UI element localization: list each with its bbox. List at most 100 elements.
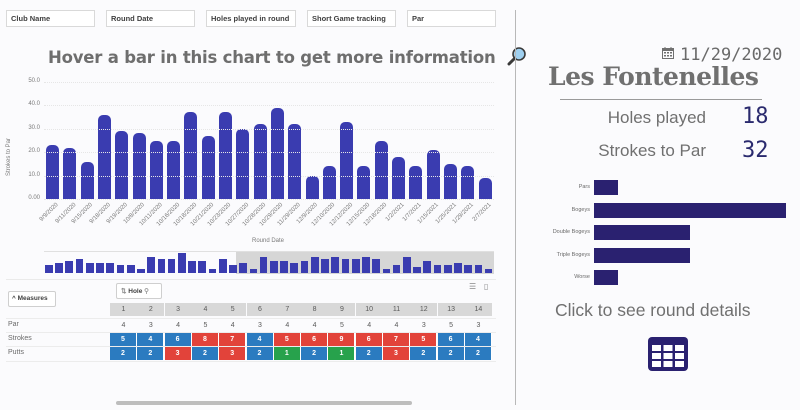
score-cell: 5 bbox=[273, 333, 301, 346]
strokes-to-par-label: Strokes to Par bbox=[598, 141, 706, 160]
mini-bar bbox=[443, 265, 452, 273]
mini-bar bbox=[147, 257, 155, 273]
round-bar[interactable] bbox=[219, 112, 232, 199]
round-bar[interactable] bbox=[426, 149, 440, 199]
mini-bar bbox=[106, 263, 115, 273]
breakdown-bar[interactable] bbox=[594, 270, 618, 285]
round-bar[interactable] bbox=[478, 177, 492, 199]
mini-bar bbox=[65, 261, 74, 273]
hole-header[interactable]: 4 bbox=[191, 303, 219, 316]
mini-bar bbox=[249, 269, 258, 273]
mini-bar bbox=[126, 265, 135, 273]
round-bar[interactable] bbox=[46, 145, 59, 199]
breakdown-label: Worse bbox=[574, 274, 590, 280]
gridline bbox=[44, 128, 494, 130]
y-tick-label: 20.0 bbox=[28, 148, 40, 155]
round-bar[interactable] bbox=[115, 131, 129, 199]
hole-header[interactable]: 11 bbox=[383, 303, 410, 316]
hole-header[interactable]: 10 bbox=[355, 303, 383, 316]
mini-bar bbox=[454, 263, 462, 273]
hole-header[interactable]: 9 bbox=[328, 303, 356, 316]
range-navigator[interactable] bbox=[44, 251, 494, 274]
hole-header[interactable]: 3 bbox=[164, 303, 192, 316]
filter-club-name[interactable]: Club Name bbox=[6, 10, 95, 27]
hole-header[interactable]: 6 bbox=[246, 303, 274, 316]
hole-header[interactable]: 12 bbox=[410, 303, 438, 316]
hole-header[interactable]: 7 bbox=[273, 303, 301, 316]
round-bar[interactable] bbox=[288, 124, 302, 199]
caret-up-icon: ^ bbox=[12, 295, 18, 302]
filter-holes-played[interactable]: Holes played in round bbox=[206, 10, 296, 27]
round-bar[interactable] bbox=[392, 156, 405, 199]
round-bar[interactable] bbox=[132, 133, 146, 199]
round-bar[interactable] bbox=[167, 140, 181, 199]
round-bar[interactable] bbox=[253, 124, 267, 199]
row-separator bbox=[6, 361, 496, 362]
score-cell: 3 bbox=[219, 347, 247, 360]
round-bar[interactable] bbox=[374, 140, 388, 199]
mini-bar bbox=[116, 265, 125, 273]
hole-header[interactable]: 2 bbox=[137, 303, 165, 316]
breakdown-bar[interactable] bbox=[594, 203, 786, 218]
score-cell: 5 bbox=[110, 333, 137, 346]
round-bar[interactable] bbox=[97, 114, 111, 199]
mini-bar bbox=[208, 269, 217, 273]
gridline bbox=[44, 105, 494, 107]
score-cell: 1 bbox=[273, 347, 301, 360]
mini-bar bbox=[290, 263, 299, 273]
table-grid-icon[interactable] bbox=[648, 337, 688, 371]
round-bar[interactable] bbox=[270, 107, 284, 199]
round-bar[interactable] bbox=[201, 135, 215, 199]
round-bar[interactable] bbox=[149, 140, 163, 199]
round-bar[interactable] bbox=[461, 166, 475, 199]
filter-round-date[interactable]: Round Date bbox=[106, 10, 195, 27]
hole-header[interactable]: 14 bbox=[464, 303, 492, 316]
score-cell: 1 bbox=[328, 347, 356, 360]
round-bar[interactable] bbox=[305, 175, 319, 199]
row-separator bbox=[6, 318, 496, 319]
y-tick-label: 40.0 bbox=[28, 101, 40, 108]
sort-icon: ⇅ bbox=[121, 288, 129, 295]
score-cell: 2 bbox=[246, 347, 274, 360]
mini-bar bbox=[280, 261, 288, 273]
filter-par[interactable]: Par bbox=[407, 10, 496, 27]
gridline bbox=[44, 82, 494, 83]
breakdown-label: Pars bbox=[578, 184, 590, 190]
score-cell: 3 bbox=[383, 347, 410, 360]
hole-header[interactable]: 1 bbox=[110, 303, 137, 316]
round-bar[interactable] bbox=[340, 121, 354, 199]
mini-bar bbox=[484, 269, 493, 273]
row-label-strokes: Strokes bbox=[8, 335, 32, 342]
breakdown-bar[interactable] bbox=[594, 248, 690, 263]
horizontal-scrollbar[interactable] bbox=[116, 401, 412, 405]
measures-button[interactable]: ^ Measures bbox=[8, 291, 56, 307]
round-bar[interactable] bbox=[80, 161, 94, 199]
round-bar[interactable] bbox=[184, 112, 198, 199]
filter-short-game[interactable]: Short Game tracking bbox=[307, 10, 396, 27]
y-tick-label: 50.0 bbox=[28, 78, 40, 84]
export-icon[interactable]: ▯ bbox=[484, 282, 489, 291]
mini-bar bbox=[157, 259, 166, 273]
score-cell: 5 bbox=[410, 333, 438, 346]
round-bar[interactable] bbox=[409, 166, 423, 199]
round-bar[interactable] bbox=[63, 147, 77, 199]
menu-lines-icon[interactable]: ☰ bbox=[469, 282, 477, 291]
mini-bar bbox=[188, 261, 196, 273]
breakdown-bar[interactable] bbox=[594, 180, 618, 195]
round-bar[interactable] bbox=[322, 166, 336, 199]
round-bar[interactable] bbox=[236, 128, 250, 199]
breakdown-bar[interactable] bbox=[594, 225, 690, 240]
y-tick-label: 30.0 bbox=[28, 124, 40, 131]
breakdown-label: Bogeys bbox=[571, 207, 590, 213]
mini-bar bbox=[433, 265, 442, 273]
round-bar[interactable] bbox=[443, 163, 457, 199]
hole-dimension-button[interactable]: ⇅ Hole ⚲ bbox=[116, 283, 162, 299]
mini-bar bbox=[218, 259, 227, 273]
round-bar[interactable] bbox=[357, 166, 371, 199]
mini-bar bbox=[413, 267, 421, 273]
chart-title: Hover a bar in this chart to get more in… bbox=[48, 46, 527, 67]
hole-header[interactable]: 5 bbox=[219, 303, 247, 316]
par-cell: 4 bbox=[285, 322, 290, 329]
hole-header[interactable]: 8 bbox=[301, 303, 329, 316]
hole-header[interactable]: 13 bbox=[437, 303, 465, 316]
